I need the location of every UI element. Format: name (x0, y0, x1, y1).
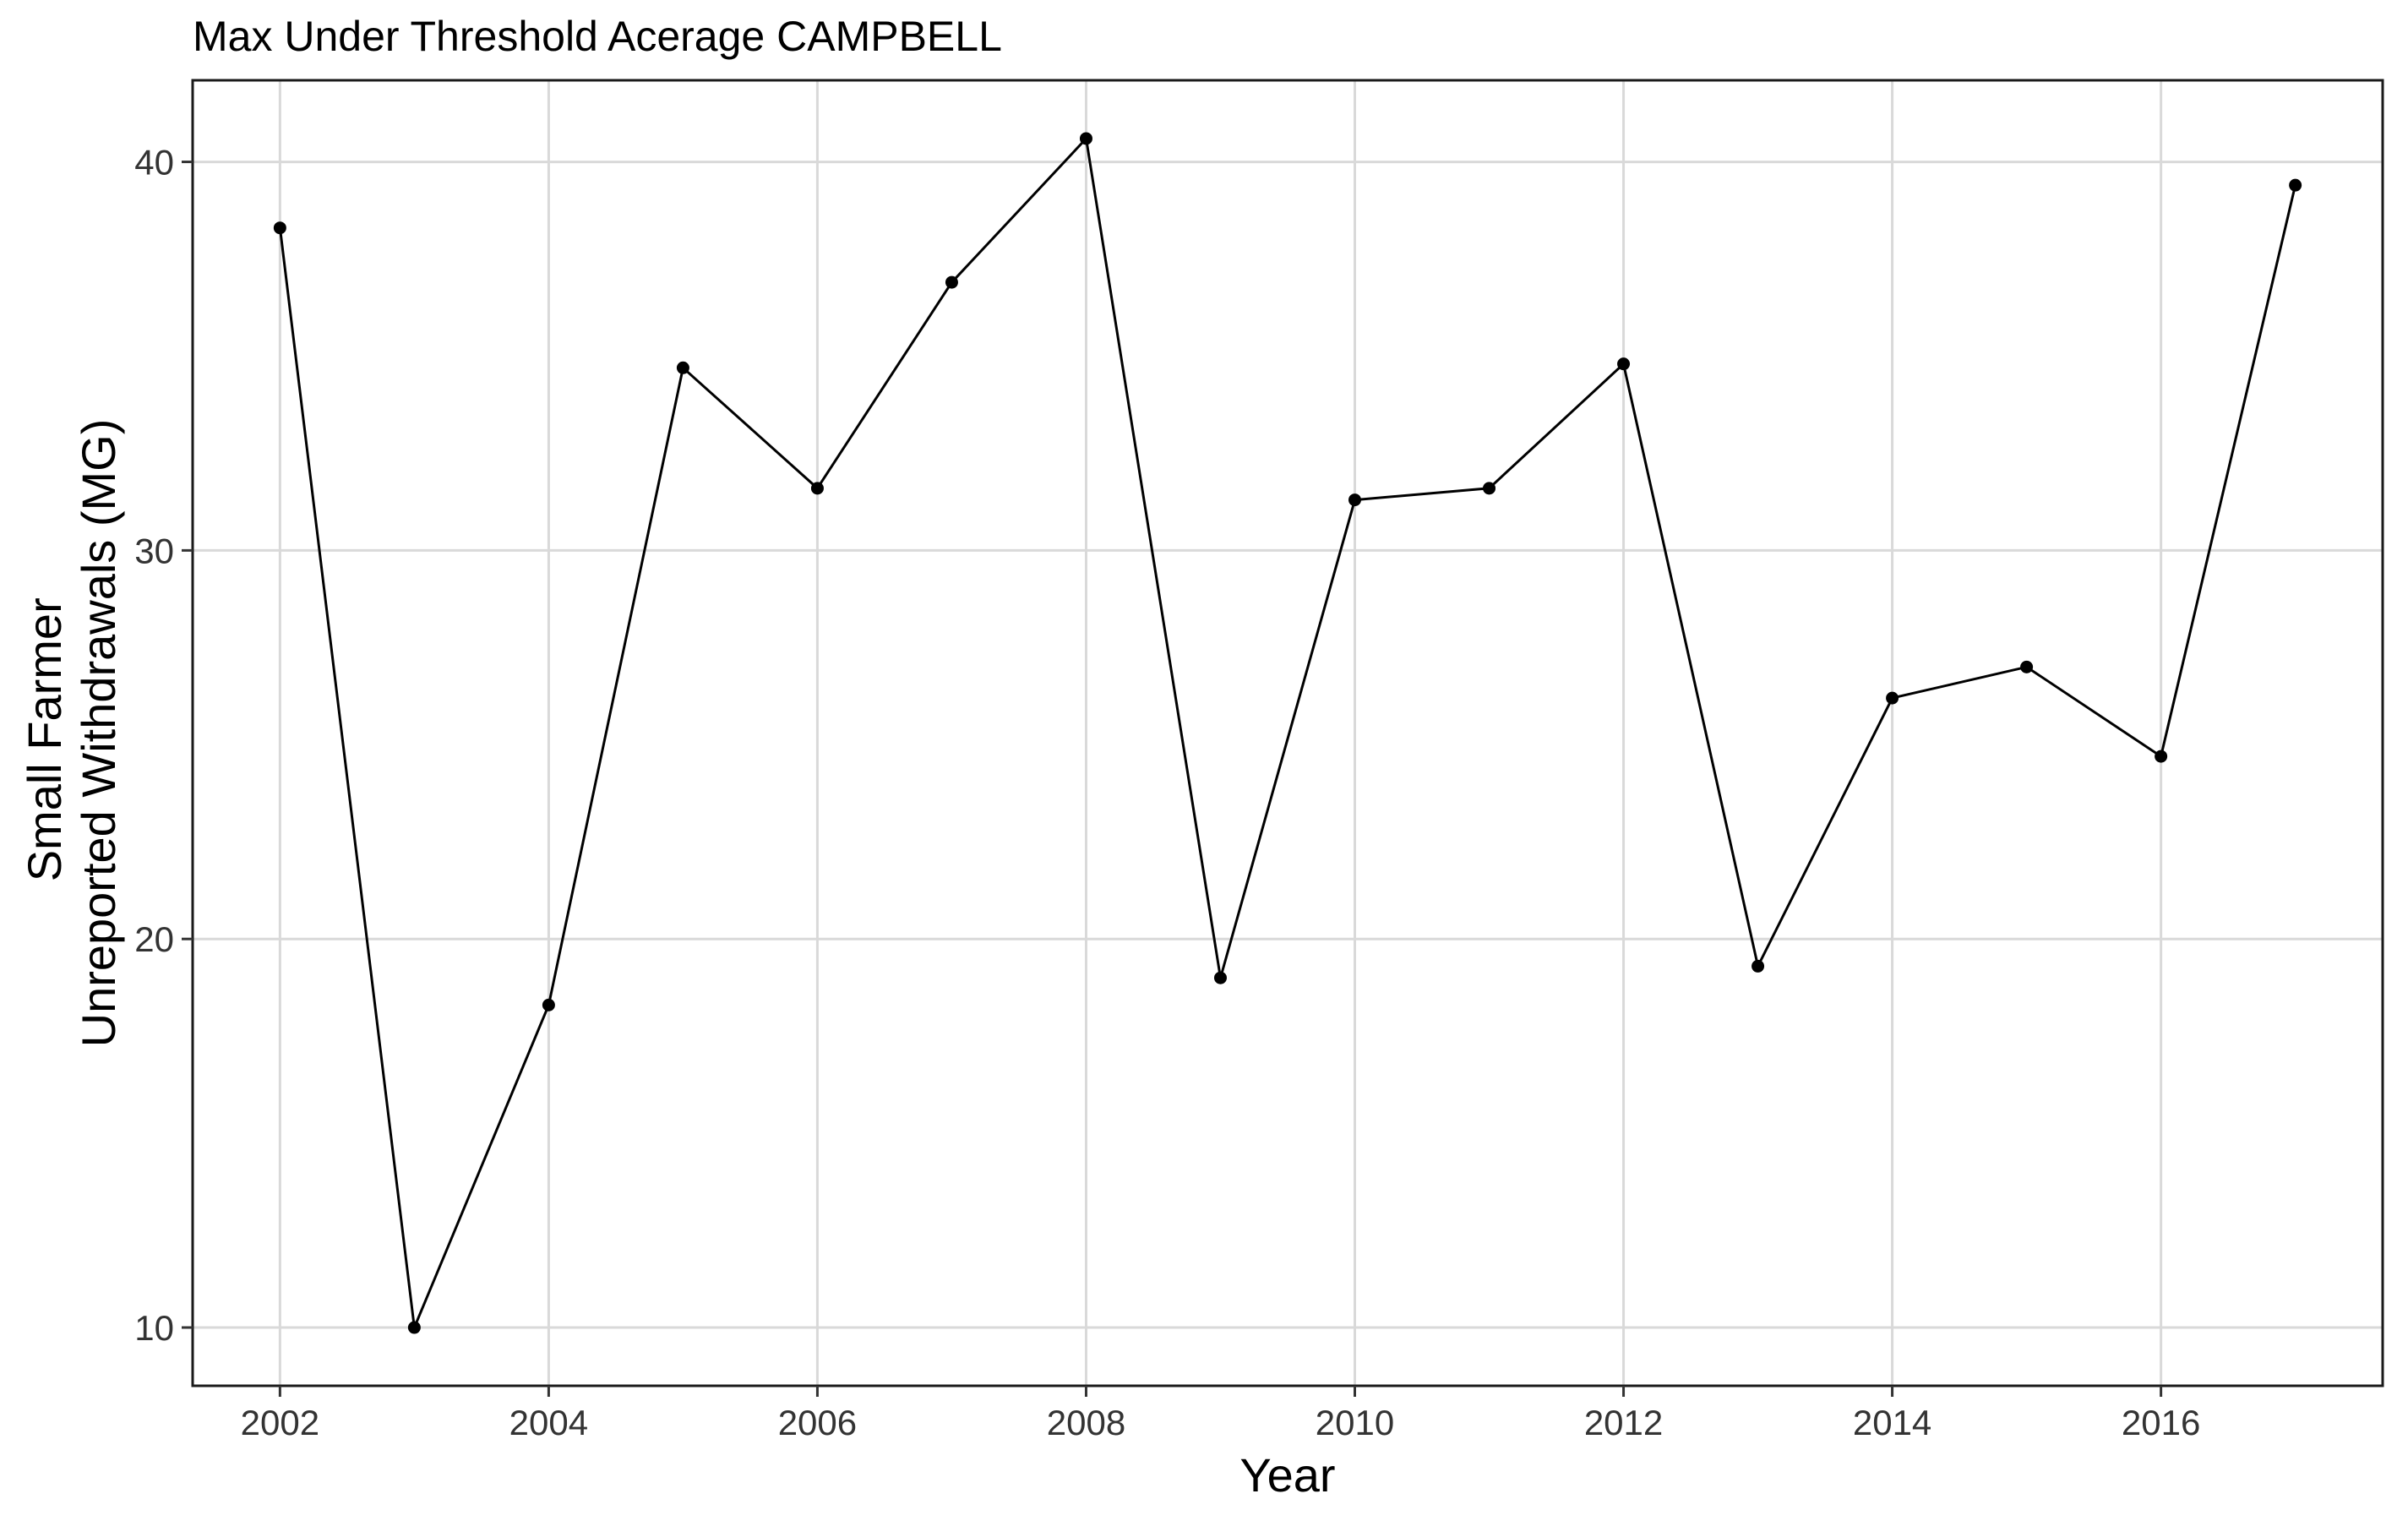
data-point (2289, 178, 2302, 192)
data-point (2155, 750, 2168, 763)
y-tick-label: 40 (134, 143, 174, 183)
y-axis-title-line-1: Small Farmer (18, 597, 71, 881)
x-axis-title: Year (1239, 1448, 1335, 1502)
x-tick-label: 2008 (1047, 1403, 1125, 1442)
axes: 2002 2004 2006 2008 2010 2012 2014 2016 10 20 30 40 (134, 143, 2200, 1442)
data-point (407, 1321, 421, 1334)
data-point (1348, 493, 1362, 507)
data-point (273, 221, 286, 235)
y-tick-label: 20 (134, 919, 174, 959)
x-tick-label: 2006 (778, 1403, 857, 1442)
data-point (1079, 132, 1092, 145)
y-tick-label: 30 (134, 531, 174, 570)
data-point (542, 998, 555, 1011)
series-line (278, 135, 2297, 1333)
data-point (676, 361, 689, 374)
data-point (1213, 971, 1227, 984)
data-point (1752, 959, 1765, 973)
x-tick-label: 2004 (509, 1403, 588, 1442)
chart-title: Max Under Threshold Acerage CAMPBELL (193, 13, 1002, 60)
y-tick-label: 10 (134, 1308, 174, 1348)
data-point (1617, 357, 1631, 371)
x-tick-label: 2010 (1316, 1403, 1394, 1442)
plot-panel-border (191, 79, 2384, 1387)
x-tick-label: 2014 (1853, 1403, 1931, 1442)
y-axis-title: Small Farmer Unreported Withdrawals (MG) (18, 419, 125, 1048)
data-point (2020, 660, 2034, 673)
data-point (1483, 482, 1496, 495)
y-axis-title-line-2: Unreported Withdrawals (MG) (72, 419, 125, 1048)
x-tick-label: 2016 (2122, 1403, 2200, 1442)
data-point (945, 275, 958, 289)
data-point (1886, 691, 1899, 705)
series-layer (273, 132, 2302, 1334)
x-tick-label: 2002 (241, 1403, 319, 1442)
x-tick-label: 2012 (1584, 1403, 1663, 1442)
grid-lines (193, 80, 2383, 1386)
data-point (810, 482, 824, 495)
